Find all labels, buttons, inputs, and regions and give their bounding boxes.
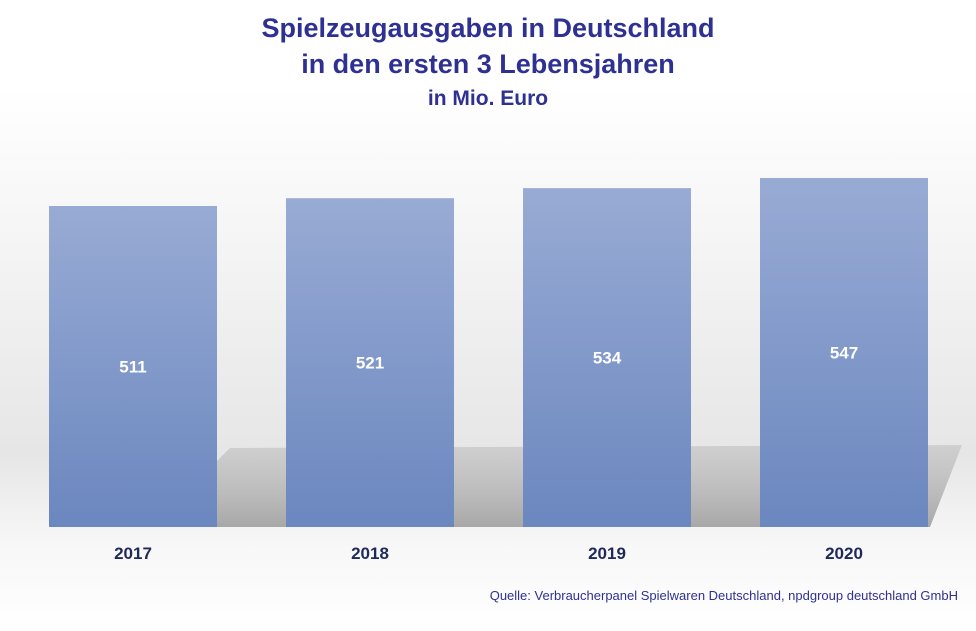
bar-2020 bbox=[760, 178, 928, 527]
bar-value-label: 547 bbox=[830, 344, 858, 363]
bar-2018 bbox=[286, 198, 454, 527]
bar-series: 511 521 534 547 bbox=[49, 178, 928, 527]
x-tick-label: 2018 bbox=[351, 544, 389, 563]
x-tick-label: 2019 bbox=[588, 544, 626, 563]
bar-value-label: 521 bbox=[356, 354, 384, 373]
bar-2017 bbox=[49, 206, 217, 527]
x-tick-label: 2017 bbox=[114, 544, 152, 563]
chart-title-line-2: in den ersten 3 Lebensjahren bbox=[301, 49, 675, 79]
bar-value-label: 534 bbox=[593, 349, 622, 368]
x-axis-ticks: 2017 2018 2019 2020 bbox=[114, 544, 863, 563]
x-tick-label: 2020 bbox=[825, 544, 863, 563]
chart-title: Spielzeugausgaben in Deutschland bbox=[261, 13, 715, 43]
chart-title-block: Spielzeugausgaben in Deutschland in den … bbox=[0, 10, 976, 114]
source-note: Quelle: Verbraucherpanel Spielwaren Deut… bbox=[489, 588, 958, 603]
bar-value-label: 511 bbox=[119, 358, 146, 377]
chart-subtitle: in Mio. Euro bbox=[427, 87, 549, 110]
bar-2019 bbox=[523, 188, 691, 527]
